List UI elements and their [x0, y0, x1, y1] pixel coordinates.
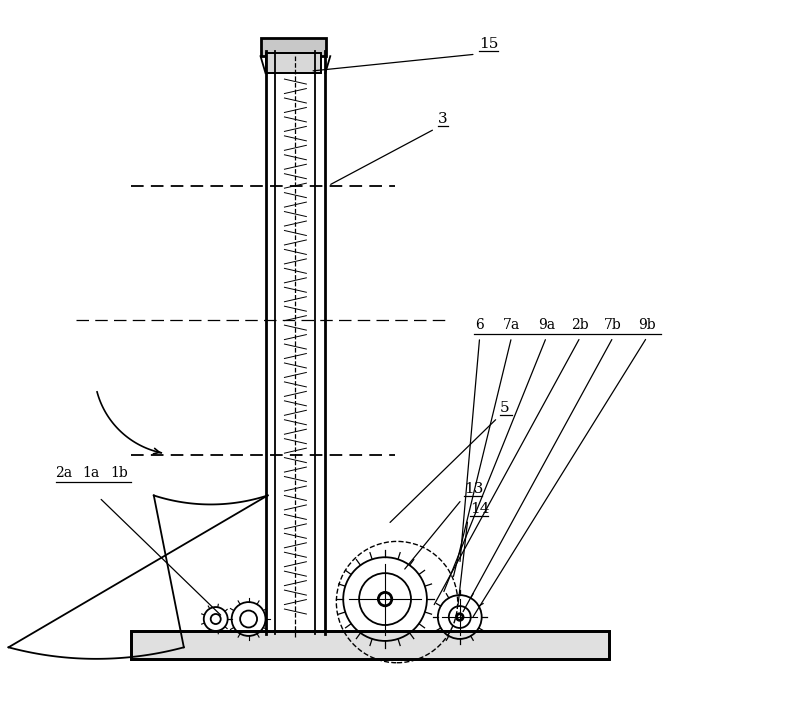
Bar	[131, 631, 609, 659]
Bar	[266, 54, 322, 73]
Text: 15: 15	[478, 37, 498, 51]
Text: 2b: 2b	[571, 318, 589, 332]
Bar	[266, 54, 322, 73]
Text: 3: 3	[438, 112, 447, 126]
Text: 1a: 1a	[82, 466, 100, 479]
Bar	[131, 631, 609, 659]
Text: 2a: 2a	[54, 466, 72, 479]
Text: 9b: 9b	[638, 318, 656, 332]
Text: 9a: 9a	[538, 318, 555, 332]
Bar	[261, 38, 326, 56]
Text: 7b: 7b	[604, 318, 622, 332]
Text: 7a: 7a	[503, 318, 520, 332]
Text: 14: 14	[470, 502, 490, 516]
Text: 13: 13	[464, 482, 483, 497]
Text: 5: 5	[500, 401, 510, 415]
Text: 1b: 1b	[110, 466, 128, 479]
Text: 6: 6	[475, 318, 484, 332]
